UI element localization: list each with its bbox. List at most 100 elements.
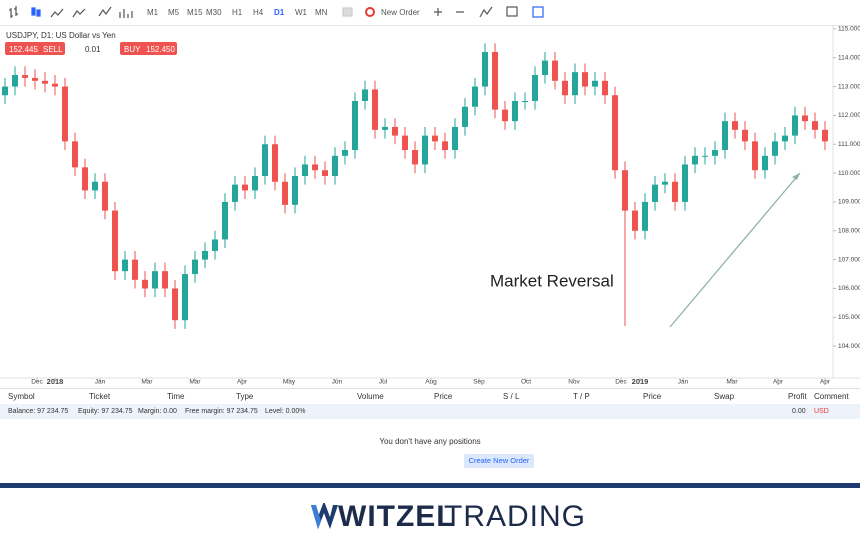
timeframe-button[interactable]: W1 <box>295 8 307 17</box>
x-tick-label: Apr <box>237 379 248 386</box>
candle-body <box>532 75 538 101</box>
candle-body <box>592 80 598 87</box>
candle-body <box>742 129 748 142</box>
summary-row <box>0 404 860 419</box>
candle-body <box>112 210 118 272</box>
candle-body <box>812 121 818 130</box>
candle-body <box>322 170 328 176</box>
x-tick-label: Oct <box>521 379 531 386</box>
ask-price: 152.450 <box>146 45 175 54</box>
currency: USD <box>814 408 829 415</box>
candle-body <box>272 144 278 182</box>
candle-body <box>602 80 608 96</box>
candle-body <box>692 155 698 165</box>
candle-body <box>712 150 718 156</box>
candle-body <box>142 279 148 289</box>
y-tick-label: 105.000 <box>838 314 860 321</box>
candle-body <box>32 77 38 81</box>
x-tick-label: 2019 <box>632 377 649 386</box>
summary-item: Level: 0.00% <box>265 408 306 415</box>
column-header: Swap <box>714 392 735 401</box>
candle-body <box>442 141 448 151</box>
candle-body <box>102 181 108 211</box>
y-tick-label: 114.000 <box>838 54 860 61</box>
candle-body <box>92 181 98 191</box>
candle-body <box>122 259 128 272</box>
candle-body <box>752 141 758 171</box>
candle-body <box>82 167 88 191</box>
timeframe-button[interactable]: M15 <box>187 8 203 17</box>
candle-body <box>22 75 28 78</box>
candle-body <box>372 89 378 130</box>
candle-body <box>662 181 668 185</box>
x-tick-label: Jun <box>332 379 343 386</box>
candle-body <box>472 86 478 107</box>
divider <box>0 388 860 389</box>
timeframe-button[interactable]: D1 <box>274 8 285 17</box>
y-tick-label: 107.000 <box>838 256 860 263</box>
candle-body <box>152 271 158 289</box>
column-header: Price <box>643 392 662 401</box>
sell-button[interactable] <box>5 42 65 55</box>
y-tick-label: 108.000 <box>838 228 860 235</box>
candle-body <box>382 126 388 130</box>
candle-body <box>172 288 178 321</box>
candle-body <box>132 259 138 280</box>
volume[interactable]: 0.01 <box>85 45 101 54</box>
candle-body <box>232 184 238 202</box>
candle-body <box>12 75 18 87</box>
new-order-button[interactable]: New Order <box>381 8 420 17</box>
x-tick-label: Dec <box>31 379 43 386</box>
candle-body <box>292 175 298 205</box>
timeframe-button[interactable]: MN <box>315 8 328 17</box>
candle-body <box>72 141 78 168</box>
candle-body <box>492 51 498 110</box>
candle-body <box>502 109 508 122</box>
candle-body <box>652 184 658 202</box>
x-tick-label: Jul <box>379 379 388 386</box>
buy-button[interactable] <box>120 42 177 55</box>
create-order-button[interactable]: Create New Order <box>464 454 534 468</box>
timeframe-button[interactable]: M30 <box>206 8 222 17</box>
empty-message: You don't have any positions <box>379 437 481 446</box>
toolbar-icons <box>9 6 544 18</box>
candle-body <box>42 80 48 84</box>
annotation: Market Reversal <box>490 271 614 290</box>
candle-body <box>722 121 728 151</box>
candle-body <box>252 175 258 191</box>
y-tick-label: 112.000 <box>838 112 860 119</box>
x-tick-label: Sep <box>473 379 485 386</box>
x-tick-label: Nov <box>568 379 580 386</box>
candle-body <box>392 126 398 136</box>
candle-body <box>462 106 468 127</box>
y-tick-label: 115.000 <box>838 26 860 33</box>
y-tick-label: 109.000 <box>838 199 860 206</box>
candle-body <box>222 201 228 240</box>
timeframe-button[interactable]: H1 <box>232 8 243 17</box>
candle-body <box>632 210 638 231</box>
candle-body <box>332 155 338 176</box>
y-tick-label: 110.000 <box>838 170 860 177</box>
candle-body <box>572 72 578 96</box>
candle-body <box>212 239 218 251</box>
arrow-head <box>792 173 800 180</box>
bid-price: 152.445 <box>9 45 38 54</box>
candle-body <box>2 86 8 96</box>
y-tick-label: 111.000 <box>838 141 860 148</box>
buy-label: BUY <box>124 45 141 54</box>
x-tick-label: Dec <box>615 379 627 386</box>
timeframe-button[interactable]: M1 <box>147 8 159 17</box>
x-tick-label: Aug <box>425 379 437 386</box>
timeframe-button[interactable]: H4 <box>253 8 264 17</box>
candle-body <box>352 100 358 151</box>
column-header: Symbol <box>8 392 35 401</box>
candle-body <box>402 135 408 151</box>
toolbar-border <box>0 25 860 26</box>
x-tick-label: Apr <box>773 379 784 386</box>
timeframe-button[interactable]: M5 <box>168 8 180 17</box>
candle-body <box>542 60 548 76</box>
candle-body <box>342 150 348 156</box>
candle-body <box>642 201 648 231</box>
x-tick-label: Apr <box>820 379 831 386</box>
